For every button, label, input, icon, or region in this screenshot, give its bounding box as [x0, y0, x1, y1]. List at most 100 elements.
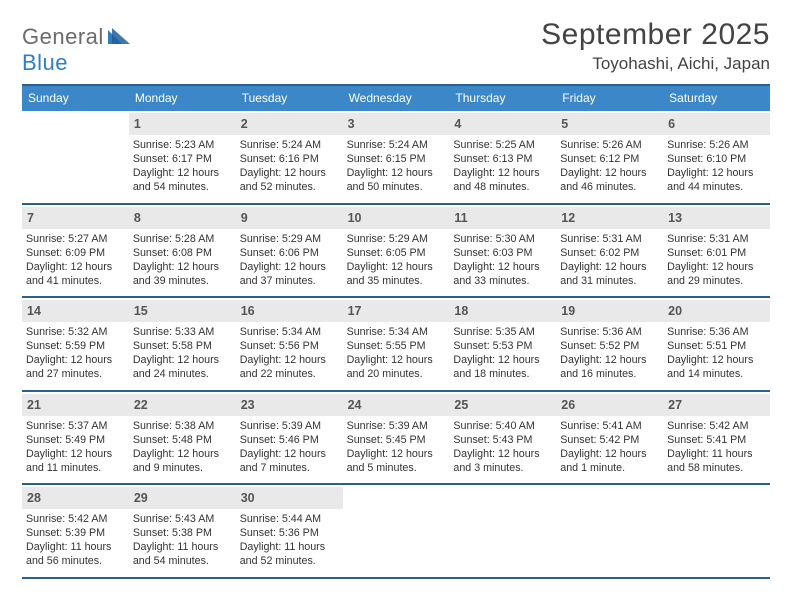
day-number-row: 26: [556, 394, 663, 416]
daylight-text: Daylight: 12 hours and 41 minutes.: [26, 260, 125, 288]
day-info: Sunrise: 5:44 AMSunset: 5:36 PMDaylight:…: [240, 512, 339, 569]
sunrise-text: Sunrise: 5:26 AM: [667, 138, 766, 152]
day-number-row: 19: [556, 300, 663, 322]
day-number-row: 17: [343, 300, 450, 322]
day-number: 7: [27, 211, 34, 225]
daylight-text: Daylight: 12 hours and 11 minutes.: [26, 447, 125, 475]
day-cell: 12 Sunrise: 5:31 AMSunset: 6:02 PMDayligh…: [556, 205, 663, 297]
day-cell: 29 Sunrise: 5:43 AMSunset: 5:38 PMDayligh…: [129, 485, 236, 577]
sunrise-text: Sunrise: 5:36 AM: [560, 325, 659, 339]
day-number: 8: [134, 211, 141, 225]
sunset-text: Sunset: 5:56 PM: [240, 339, 339, 353]
daylight-text: Daylight: 12 hours and 50 minutes.: [347, 166, 446, 194]
sunrise-text: Sunrise: 5:37 AM: [26, 419, 125, 433]
page: GeneralBlue September 2025 Toyohashi, Ai…: [0, 0, 792, 597]
day-number: 25: [454, 398, 468, 412]
title-block: September 2025 Toyohashi, Aichi, Japan: [541, 18, 770, 74]
day-number-row: 11: [449, 207, 556, 229]
day-cell: 26Sunrise: 5:41 AMSunset: 5:42 PMDayligh…: [556, 392, 663, 484]
day-number-row: 3: [343, 113, 450, 135]
sunset-text: Sunset: 5:38 PM: [133, 526, 232, 540]
day-cell: 5Sunrise: 5:26 AMSunset: 6:12 PMDaylight…: [556, 111, 663, 203]
day-cell: 9Sunrise: 5:29 AMSunset: 6:06 PMDaylight…: [236, 205, 343, 297]
day-cell: 11 Sunrise: 5:30 AMSunset: 6:03 PMDayligh…: [449, 205, 556, 297]
day-number: 1: [134, 117, 141, 131]
sunrise-text: Sunrise: 5:23 AM: [133, 138, 232, 152]
sunset-text: Sunset: 6:08 PM: [133, 246, 232, 260]
day-cell: 30Sunrise: 5:44 AMSunset: 5:36 PMDayligh…: [236, 485, 343, 577]
sunrise-text: Sunrise: 5:43 AM: [133, 512, 232, 526]
sunrise-text: Sunrise: 5:27 AM: [26, 232, 125, 246]
day-info: Sunrise: 5:30 AMSunset: 6:03 PMDaylight:…: [453, 232, 552, 289]
day-number-row: 1: [129, 113, 236, 135]
daylight-text: Daylight: 12 hours and 35 minutes.: [347, 260, 446, 288]
day-cell: 4Sunrise: 5:25 AMSunset: 6:13 PMDaylight…: [449, 111, 556, 203]
day-cell: [556, 485, 663, 577]
day-number-row: 12: [556, 207, 663, 229]
sunrise-text: Sunrise: 5:42 AM: [26, 512, 125, 526]
day-number-row: 7: [22, 207, 129, 229]
day-number-row: 25: [449, 394, 556, 416]
sunset-text: Sunset: 6:13 PM: [453, 152, 552, 166]
sunset-text: Sunset: 6:16 PM: [240, 152, 339, 166]
day-number: 27: [668, 398, 682, 412]
daylight-text: Daylight: 12 hours and 48 minutes.: [453, 166, 552, 194]
day-number: 20: [668, 304, 682, 318]
logo: GeneralBlue: [22, 24, 130, 76]
day-info: Sunrise: 5:33 AMSunset: 5:58 PMDaylight:…: [133, 325, 232, 382]
day-info: Sunrise: 5:42 AMSunset: 5:39 PMDaylight:…: [26, 512, 125, 569]
day-cell: 27Sunrise: 5:42 AMSunset: 5:41 PMDayligh…: [663, 392, 770, 484]
daylight-text: Daylight: 12 hours and 7 minutes.: [240, 447, 339, 475]
day-number-row: 13: [663, 207, 770, 229]
sunrise-text: Sunrise: 5:29 AM: [240, 232, 339, 246]
day-cell: 21Sunrise: 5:37 AMSunset: 5:49 PMDayligh…: [22, 392, 129, 484]
day-info: Sunrise: 5:43 AMSunset: 5:38 PMDaylight:…: [133, 512, 232, 569]
sunset-text: Sunset: 5:58 PM: [133, 339, 232, 353]
sunrise-text: Sunrise: 5:31 AM: [560, 232, 659, 246]
week-row: 7Sunrise: 5:27 AMSunset: 6:09 PMDaylight…: [22, 205, 770, 299]
sunset-text: Sunset: 5:49 PM: [26, 433, 125, 447]
daylight-text: Daylight: 11 hours and 56 minutes.: [26, 540, 125, 568]
daylight-text: Daylight: 11 hours and 54 minutes.: [133, 540, 232, 568]
day-info: Sunrise: 5:28 AMSunset: 6:08 PMDaylight:…: [133, 232, 232, 289]
sunrise-text: Sunrise: 5:39 AM: [347, 419, 446, 433]
day-number: 15: [134, 304, 148, 318]
daylight-text: Daylight: 12 hours and 24 minutes.: [133, 353, 232, 381]
dow-header-row: Sunday Monday Tuesday Wednesday Thursday…: [22, 84, 770, 111]
day-number: 16: [241, 304, 255, 318]
day-info: Sunrise: 5:31 AMSunset: 6:02 PMDaylight:…: [560, 232, 659, 289]
day-number-row: 23: [236, 394, 343, 416]
day-cell: [343, 485, 450, 577]
sunrise-text: Sunrise: 5:24 AM: [347, 138, 446, 152]
day-number: 4: [454, 117, 461, 131]
day-number-row: 8: [129, 207, 236, 229]
day-number-row: 28: [22, 487, 129, 509]
sunset-text: Sunset: 6:01 PM: [667, 246, 766, 260]
daylight-text: Daylight: 12 hours and 39 minutes.: [133, 260, 232, 288]
day-number-row: 29: [129, 487, 236, 509]
dow-sunday: Sunday: [22, 86, 129, 111]
day-number-row: 24: [343, 394, 450, 416]
day-number: 13: [668, 211, 682, 225]
sunrise-text: Sunrise: 5:29 AM: [347, 232, 446, 246]
calendar: Sunday Monday Tuesday Wednesday Thursday…: [22, 84, 770, 579]
header: GeneralBlue September 2025 Toyohashi, Ai…: [22, 18, 770, 76]
day-number: 23: [241, 398, 255, 412]
logo-mark-icon: [108, 24, 130, 49]
daylight-text: Daylight: 12 hours and 31 minutes.: [560, 260, 659, 288]
day-info: Sunrise: 5:32 AMSunset: 5:59 PMDaylight:…: [26, 325, 125, 382]
daylight-text: Daylight: 11 hours and 58 minutes.: [667, 447, 766, 475]
daylight-text: Daylight: 11 hours and 52 minutes.: [240, 540, 339, 568]
logo-word1: General: [22, 24, 104, 49]
sunset-text: Sunset: 5:41 PM: [667, 433, 766, 447]
sunrise-text: Sunrise: 5:36 AM: [667, 325, 766, 339]
sunrise-text: Sunrise: 5:31 AM: [667, 232, 766, 246]
daylight-text: Daylight: 12 hours and 27 minutes.: [26, 353, 125, 381]
day-number: 9: [241, 211, 248, 225]
day-cell: 25Sunrise: 5:40 AMSunset: 5:43 PMDayligh…: [449, 392, 556, 484]
daylight-text: Daylight: 12 hours and 54 minutes.: [133, 166, 232, 194]
day-cell: 19Sunrise: 5:36 AMSunset: 5:52 PMDayligh…: [556, 298, 663, 390]
day-number: 2: [241, 117, 248, 131]
daylight-text: Daylight: 12 hours and 3 minutes.: [453, 447, 552, 475]
week-row: 21Sunrise: 5:37 AMSunset: 5:49 PMDayligh…: [22, 392, 770, 486]
